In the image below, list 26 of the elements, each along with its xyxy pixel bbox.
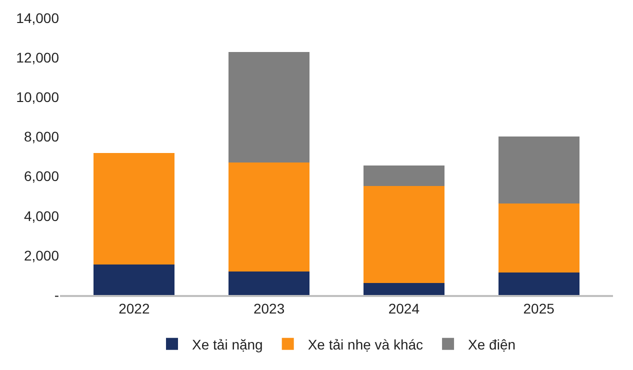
bar: [363, 186, 444, 284]
legend-label: Xe điện: [468, 336, 516, 352]
y-tick-label: 10,000: [16, 89, 60, 106]
x-tick-label: 2022: [118, 300, 150, 317]
bar: [363, 165, 444, 186]
bar: [498, 272, 580, 295]
x-tick-label: 2025: [523, 300, 555, 317]
x-tick-label: 2024: [388, 300, 420, 317]
x-tick-label: 2023: [253, 300, 285, 317]
legend-label: Xe tải nặng: [192, 336, 263, 352]
y-tick-label: 8,000: [24, 128, 60, 145]
bar: [498, 136, 580, 204]
y-tick-label: 4,000: [24, 208, 60, 224]
legend-label: Xe tải nhẹ và khác: [308, 336, 424, 352]
y-tick-label: 6,000: [24, 168, 60, 184]
bar: [363, 283, 444, 295]
y-tick-label: -: [54, 286, 60, 303]
y-tick-label: 14,000: [16, 10, 60, 26]
bar: [94, 264, 175, 295]
bar: [228, 52, 310, 163]
bar: [228, 162, 310, 272]
bar: [228, 271, 310, 295]
y-tick-label: 2,000: [24, 247, 60, 264]
y-tick-label: 12,000: [16, 49, 60, 66]
bar: [94, 152, 175, 264]
bar: [498, 204, 580, 272]
